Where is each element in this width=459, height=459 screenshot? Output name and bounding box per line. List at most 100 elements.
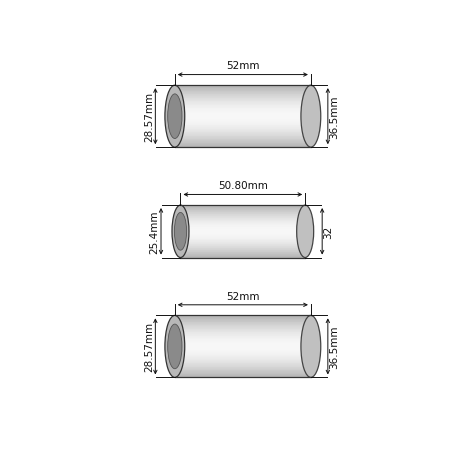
Bar — [174, 364, 310, 365]
Bar — [174, 135, 310, 136]
Bar — [174, 322, 310, 323]
Bar — [180, 242, 304, 243]
Bar — [174, 324, 310, 325]
Bar — [180, 257, 304, 258]
Bar — [180, 250, 304, 251]
Bar — [180, 236, 304, 237]
Bar — [174, 128, 310, 129]
Bar — [174, 317, 310, 318]
Ellipse shape — [300, 316, 320, 378]
Bar — [180, 237, 304, 238]
Bar — [174, 336, 310, 337]
Bar — [174, 340, 310, 341]
Bar — [174, 143, 310, 144]
Bar — [174, 110, 310, 111]
Bar — [174, 118, 310, 119]
Bar — [180, 210, 304, 211]
Bar — [180, 222, 304, 223]
Bar — [174, 318, 310, 319]
Bar — [174, 107, 310, 108]
Bar — [174, 357, 310, 358]
Bar — [180, 247, 304, 248]
Bar — [180, 217, 304, 218]
Ellipse shape — [174, 213, 186, 251]
Bar — [174, 361, 310, 362]
Bar — [180, 221, 304, 222]
Bar — [174, 325, 310, 326]
Bar — [174, 133, 310, 134]
Bar — [180, 225, 304, 226]
Bar — [174, 377, 310, 378]
Ellipse shape — [172, 206, 189, 258]
Ellipse shape — [168, 325, 182, 369]
Bar — [174, 112, 310, 113]
Bar — [174, 341, 310, 342]
Bar — [174, 332, 310, 333]
Bar — [174, 91, 310, 92]
Bar — [174, 109, 310, 110]
Bar — [180, 232, 304, 233]
Bar — [174, 114, 310, 115]
Bar — [180, 219, 304, 220]
Bar — [180, 220, 304, 221]
Bar — [180, 216, 304, 217]
Bar — [174, 129, 310, 130]
Bar — [174, 328, 310, 329]
Bar — [174, 96, 310, 97]
Bar — [180, 233, 304, 234]
Bar — [174, 122, 310, 123]
Bar — [174, 120, 310, 121]
Bar — [174, 320, 310, 321]
Bar — [174, 108, 310, 109]
Bar — [174, 338, 310, 339]
Bar — [174, 330, 310, 331]
Bar — [174, 144, 310, 145]
Ellipse shape — [165, 86, 185, 148]
Bar — [180, 241, 304, 242]
Bar — [174, 375, 310, 376]
Text: 28.57mm: 28.57mm — [144, 322, 154, 372]
Bar — [174, 348, 310, 349]
Bar — [174, 373, 310, 374]
Bar — [174, 333, 310, 334]
Bar — [180, 218, 304, 219]
Bar — [174, 124, 310, 125]
Bar — [180, 235, 304, 236]
Bar — [174, 351, 310, 352]
Bar — [174, 360, 310, 361]
Bar — [180, 207, 304, 208]
Bar — [174, 119, 310, 120]
Bar — [174, 95, 310, 96]
Bar — [174, 115, 310, 116]
Bar — [174, 125, 310, 126]
Text: 32: 32 — [323, 225, 333, 238]
Bar — [180, 213, 304, 214]
Bar — [174, 117, 310, 118]
Bar — [180, 244, 304, 245]
Bar — [174, 97, 310, 98]
Bar — [180, 211, 304, 212]
Bar — [174, 87, 310, 88]
Bar — [174, 316, 310, 317]
Bar — [180, 246, 304, 247]
Bar — [174, 363, 310, 364]
Bar — [180, 248, 304, 249]
Bar — [174, 366, 310, 367]
Bar — [174, 126, 310, 127]
Bar — [180, 238, 304, 239]
Bar — [174, 355, 310, 356]
Bar — [180, 254, 304, 255]
Bar — [174, 353, 310, 354]
Bar — [174, 323, 310, 324]
Bar — [180, 234, 304, 235]
Bar — [174, 90, 310, 91]
Bar — [174, 329, 310, 330]
Bar — [174, 359, 310, 360]
Bar — [174, 139, 310, 140]
Bar — [174, 369, 310, 370]
Bar — [174, 127, 310, 128]
Bar — [174, 106, 310, 107]
Bar — [174, 101, 310, 102]
Bar — [174, 372, 310, 373]
Bar — [174, 343, 310, 344]
